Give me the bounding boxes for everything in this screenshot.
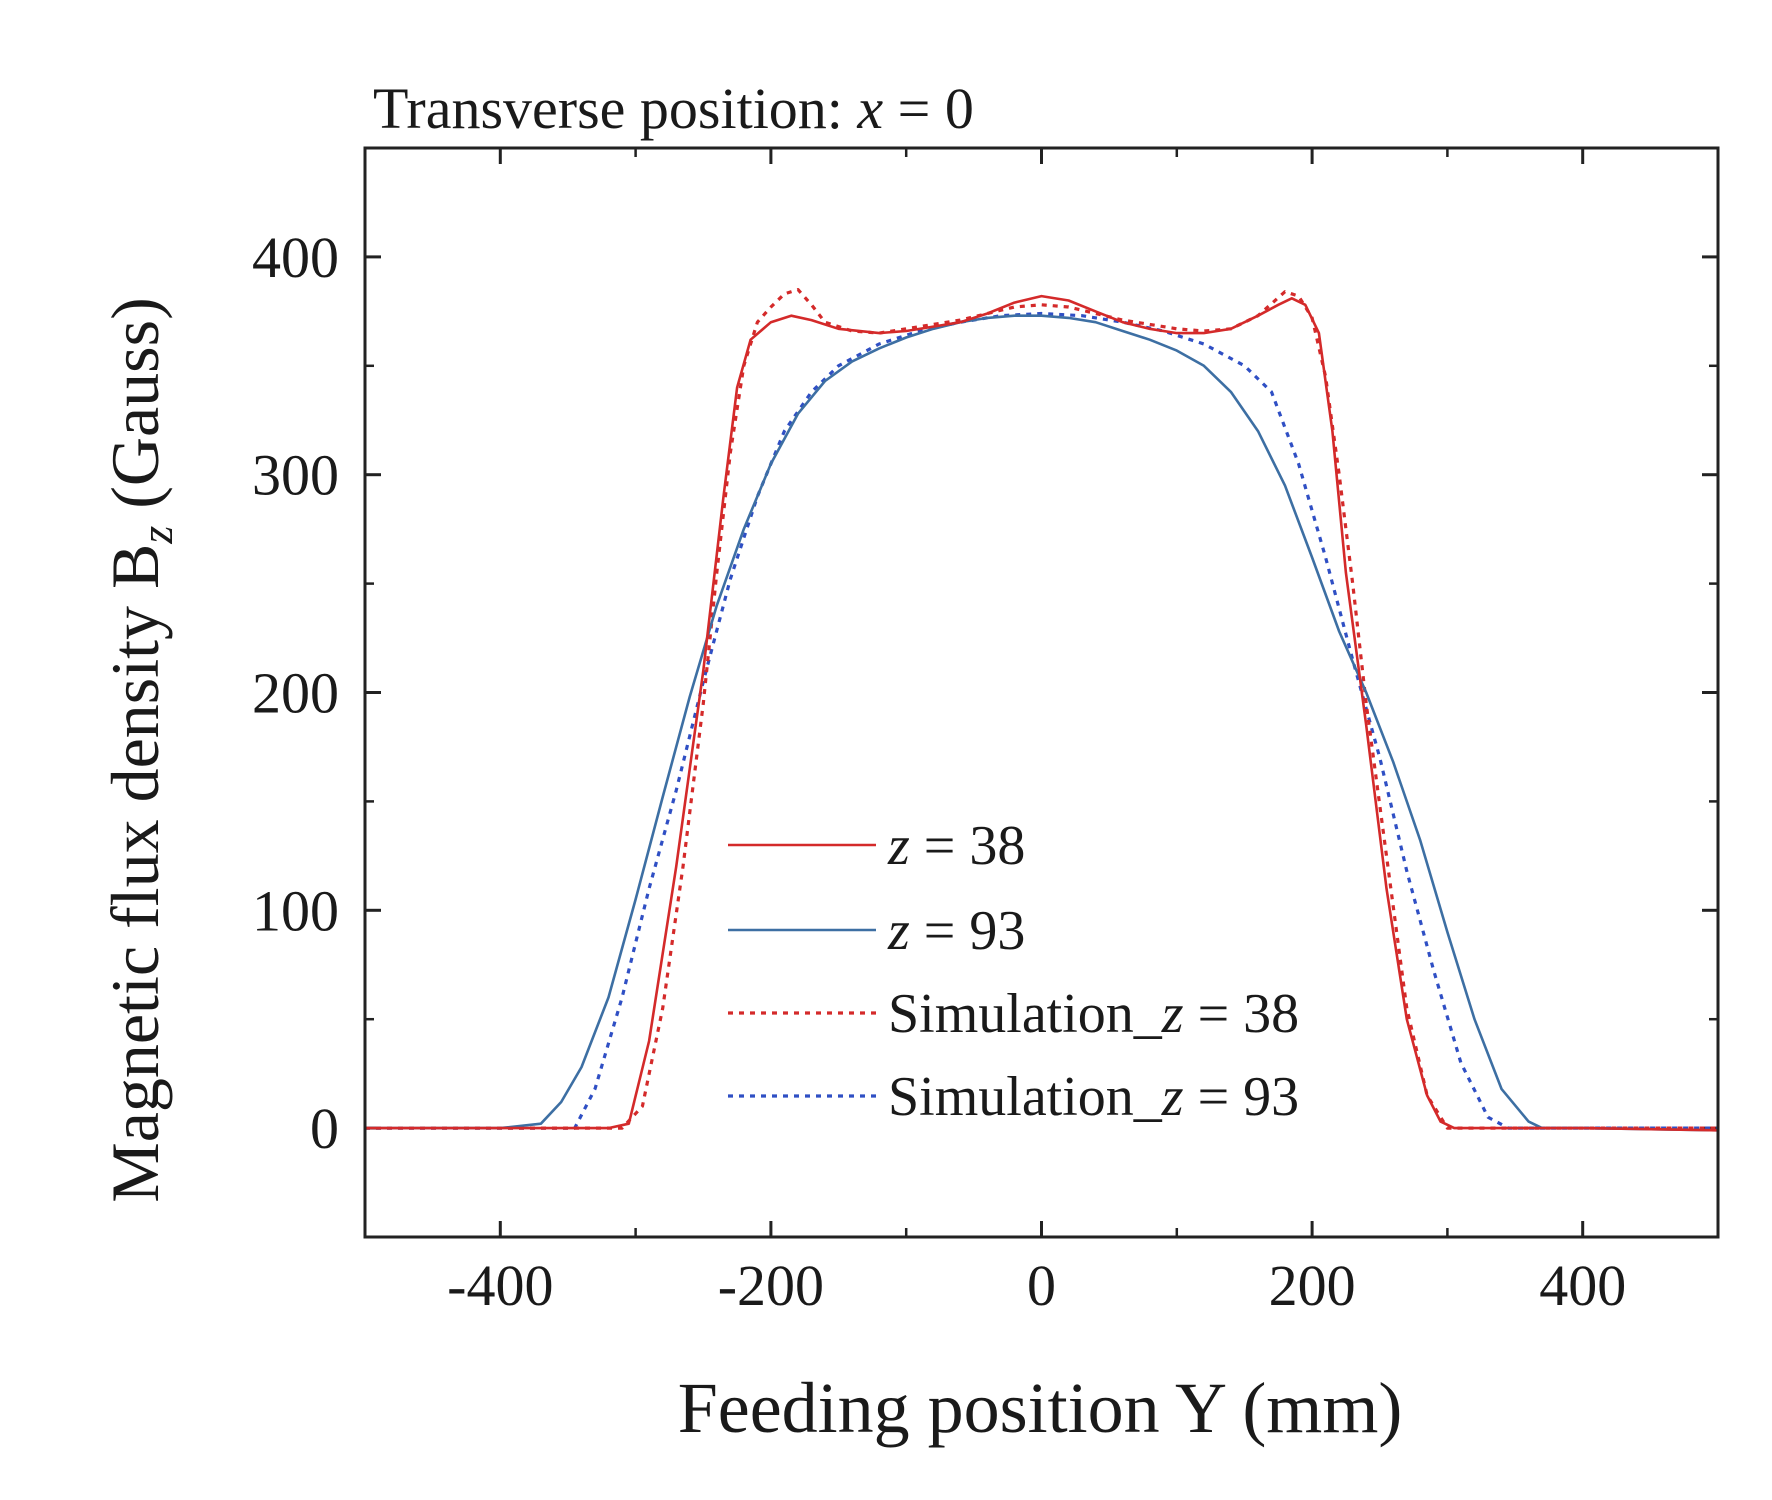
x-axis-label: Feeding position Y (mm) — [678, 1368, 1403, 1448]
chart-title: Transverse position: x = 0 — [373, 76, 974, 141]
y-axis-label-main: Magnetic flux density B — [97, 544, 173, 1203]
legend-label-var: z — [1161, 1066, 1184, 1128]
legend-label-suffix: = 38 — [1184, 983, 1300, 1045]
x-tick-label: 200 — [1269, 1253, 1356, 1318]
legend-label-suffix: = 38 — [910, 815, 1026, 877]
x-tick-label: 400 — [1539, 1253, 1626, 1318]
chart-title-suffix: = 0 — [883, 76, 974, 141]
series-line-z-93 — [365, 314, 1718, 1132]
legend-label-prefix: Simulation_ — [888, 1066, 1163, 1128]
legend-label-suffix: = 93 — [1184, 1066, 1300, 1128]
legend-label-var: z — [887, 900, 910, 962]
x-tick-label: 0 — [1027, 1253, 1056, 1318]
y-axis-label-subscript: z — [131, 526, 182, 545]
legend-label-var: z — [887, 815, 910, 877]
y-tick-label: 300 — [252, 443, 339, 508]
plot-frame — [363, 146, 1720, 1239]
series-line-simulation-z-38 — [365, 288, 1718, 1130]
y-tick-label: 200 — [252, 661, 339, 726]
series-line-simulation-z-93 — [365, 311, 1718, 1130]
legend-label: z = 93 — [887, 900, 1025, 962]
y-axis-label: Magnetic flux density Bz (Gauss) — [97, 297, 182, 1203]
series-line-z-38 — [365, 294, 1718, 1132]
y-tick-label: 0 — [310, 1096, 339, 1161]
x-tick-label: -400 — [447, 1253, 553, 1318]
y-tick-label: 100 — [252, 878, 339, 943]
legend-label-suffix: = 93 — [910, 900, 1026, 962]
legend-label: Simulation_z = 38 — [888, 983, 1299, 1045]
legend-label-var: z — [1161, 983, 1184, 1045]
data-series — [365, 288, 1718, 1132]
legend-label: Simulation_z = 93 — [888, 1066, 1299, 1128]
legend-label-prefix: Simulation_ — [888, 983, 1163, 1045]
x-tick-label: -200 — [718, 1253, 824, 1318]
axis-ticks: -400 -200 0 200 400 0 100 200 300 400 — [252, 148, 1718, 1318]
chart-title-prefix: Transverse position: — [373, 76, 857, 141]
legend-label: z = 38 — [887, 815, 1025, 877]
y-tick-label: 400 — [252, 225, 339, 290]
y-axis-label-unit: (Gauss) — [97, 297, 173, 526]
chart-title-var: x — [856, 76, 883, 141]
